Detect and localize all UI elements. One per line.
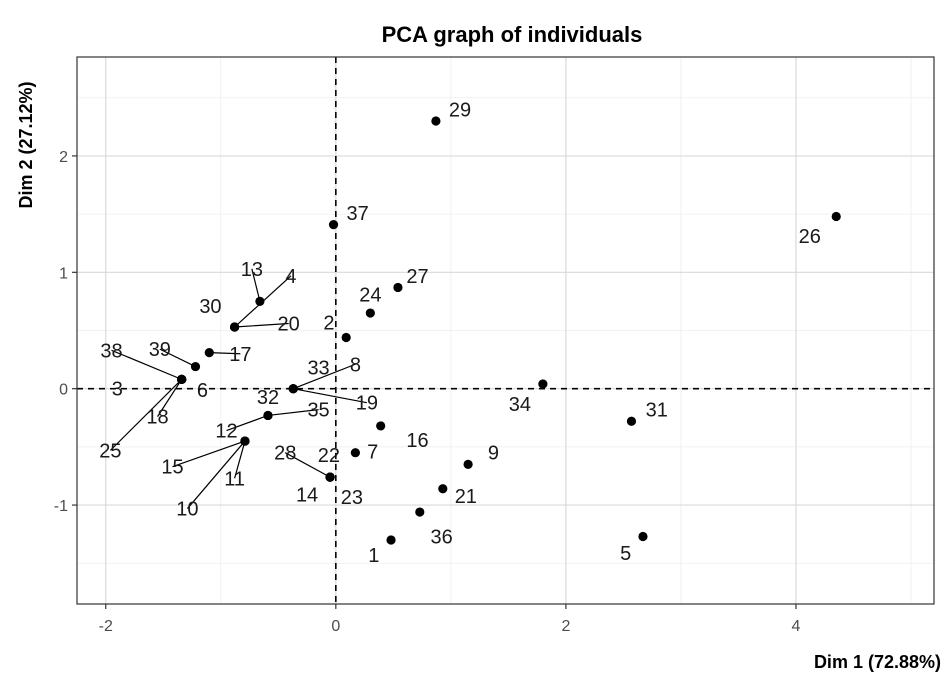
point-27	[393, 282, 403, 293]
point-label-9: 9	[488, 443, 499, 465]
leader-line-15	[172, 440, 246, 468]
data-points	[177, 116, 841, 545]
point-label-30: 30	[199, 296, 221, 318]
point-label-19: 19	[356, 393, 378, 415]
point-label-21: 21	[455, 486, 477, 508]
point-21	[438, 484, 448, 494]
point-label-37: 37	[347, 203, 369, 225]
leader-line-25	[109, 378, 183, 451]
point-label-35: 35	[307, 400, 329, 422]
grid-lines	[77, 57, 934, 604]
leader-line-28	[284, 452, 331, 478]
point-label-17: 17	[229, 344, 251, 366]
point-label-32: 32	[257, 387, 279, 409]
point-label-2: 2	[323, 312, 334, 334]
leader-line-38	[111, 349, 182, 380]
point-label-33: 33	[307, 358, 329, 380]
leader-line-20	[234, 322, 289, 328]
point-label-7: 7	[367, 442, 378, 464]
leader-line-8	[293, 363, 356, 390]
point-label-34: 34	[509, 394, 531, 416]
point-label-25: 25	[99, 440, 121, 462]
reference-lines	[77, 57, 934, 604]
x-tick-label: 0	[331, 618, 340, 635]
point-label-3: 3	[112, 379, 123, 401]
x-axis-label: Dim 1 (72.88%)	[814, 652, 941, 672]
leader-line-18	[157, 379, 183, 417]
point-label-36: 36	[431, 526, 453, 548]
point-38	[177, 374, 187, 384]
point-26	[831, 211, 841, 222]
point-label-28: 28	[274, 443, 296, 465]
point-5	[638, 531, 648, 542]
leader-line-35	[267, 409, 319, 417]
leader-line-39	[159, 348, 196, 368]
point-label-6: 6	[197, 380, 208, 402]
point-label-38: 38	[100, 340, 122, 362]
point-34	[538, 379, 548, 389]
point-label-20: 20	[278, 314, 300, 336]
point-label-29: 29	[449, 99, 471, 121]
y-tick-label: 2	[59, 149, 68, 166]
point-label-4: 4	[285, 266, 296, 288]
x-tick-label: 4	[792, 618, 801, 635]
point-16	[376, 421, 386, 431]
y-tick-label: 0	[59, 382, 68, 399]
leader-line-13	[251, 268, 261, 302]
point-label-23: 23	[341, 487, 363, 509]
leader-line-17	[209, 352, 241, 355]
x-tick-label: 2	[561, 618, 570, 635]
point-label-18: 18	[146, 407, 168, 429]
point-37	[328, 219, 339, 230]
point-label-24: 24	[359, 284, 381, 306]
point-36	[415, 507, 425, 517]
point-label-39: 39	[149, 339, 171, 361]
point-label-31: 31	[646, 400, 668, 422]
point-label-22: 22	[318, 445, 340, 467]
point-label-8: 8	[350, 354, 361, 376]
point-label-5: 5	[620, 543, 631, 565]
point-28	[325, 472, 335, 482]
point-label-14: 14	[296, 485, 318, 507]
point-33	[288, 384, 298, 394]
point-2	[341, 332, 351, 343]
y-tick-label: 1	[59, 265, 68, 282]
point-labels: 1234567891011121314151617181920212223242…	[99, 99, 821, 567]
point-35	[263, 410, 273, 421]
point-13	[255, 296, 265, 307]
y-tick-label: -1	[54, 498, 68, 515]
point-39	[190, 361, 201, 372]
point-label-26: 26	[799, 226, 821, 248]
leader-line-19	[293, 388, 367, 404]
panel-border	[76, 56, 935, 605]
point-label-13: 13	[241, 259, 263, 281]
point-label-12: 12	[215, 421, 237, 443]
point-17	[204, 348, 214, 358]
leader-line-10	[186, 440, 246, 509]
point-1	[386, 535, 396, 545]
y-axis-label: Dim 2 (27.12%)	[16, 81, 36, 208]
point-label-27: 27	[406, 266, 428, 288]
point-15	[240, 436, 250, 446]
point-30	[229, 322, 240, 332]
point-label-1: 1	[368, 545, 379, 567]
point-label-11: 11	[224, 468, 245, 490]
chart-title: PCA graph of individuals	[382, 22, 643, 47]
point-label-10: 10	[176, 499, 198, 521]
point-7	[350, 448, 360, 458]
point-label-15: 15	[161, 457, 183, 479]
point-label-16: 16	[406, 430, 428, 452]
x-tick-label: -2	[99, 618, 113, 635]
point-9	[463, 459, 473, 469]
point-24	[365, 308, 375, 318]
leader-line-12	[226, 414, 269, 432]
leader-line-11	[234, 440, 246, 479]
point-29	[431, 116, 441, 126]
point-31	[626, 416, 637, 426]
